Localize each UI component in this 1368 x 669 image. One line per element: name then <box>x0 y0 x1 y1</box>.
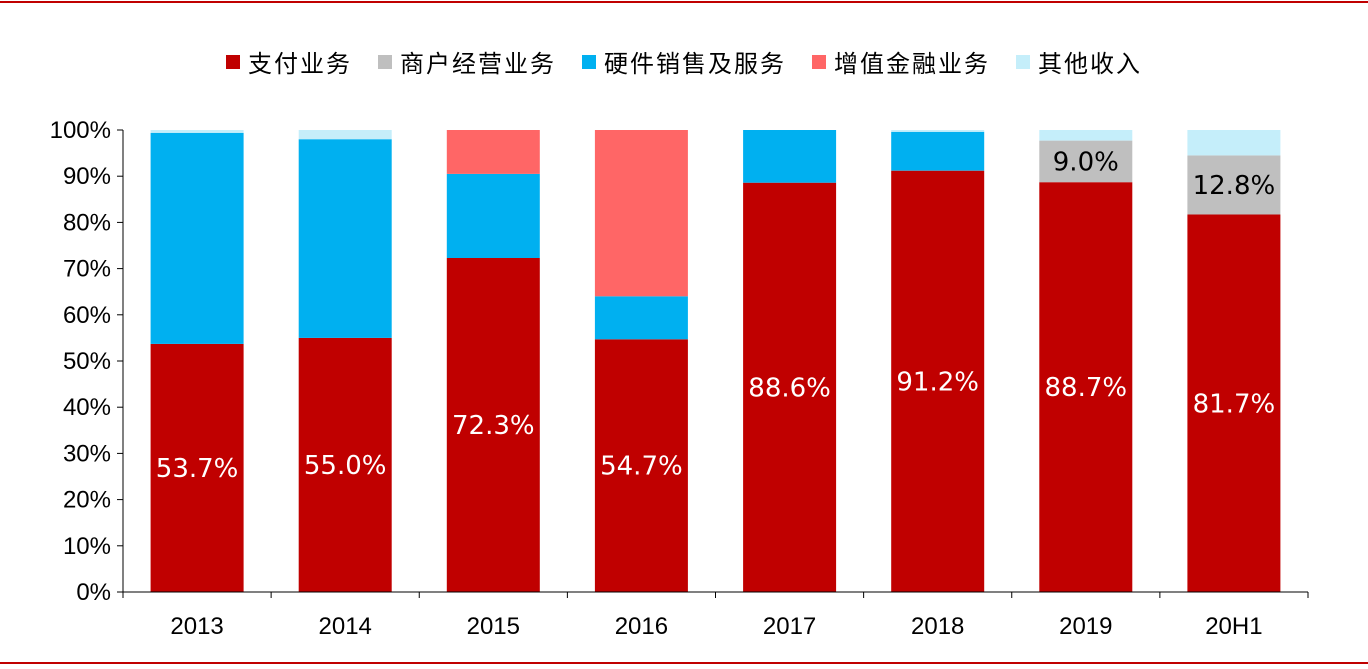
legend-swatch <box>582 54 596 69</box>
data-label: 91.2% <box>896 367 979 397</box>
bar-segment <box>150 343 244 592</box>
y-tick-label: 60% <box>63 302 111 329</box>
legend-label: 商户经营业务 <box>400 50 556 78</box>
y-tick-label: 30% <box>63 440 111 467</box>
legend-item: 商户经营业务 <box>378 44 556 79</box>
data-label: 54.7% <box>600 452 683 482</box>
legend-swatch <box>812 54 826 69</box>
bottom-rule <box>0 662 1368 664</box>
x-tick-label: 2015 <box>467 613 520 640</box>
legend-label: 支付业务 <box>248 50 352 78</box>
y-tick-label: 50% <box>63 348 111 375</box>
bar-segment <box>743 182 837 592</box>
bar-segment <box>1039 140 1133 183</box>
bar-segment <box>1187 155 1281 215</box>
bar-segment <box>446 258 540 592</box>
x-tick-label: 2017 <box>763 613 816 640</box>
bar-segment <box>594 296 688 340</box>
x-tick-label: 2013 <box>170 613 223 640</box>
legend-label: 其他收入 <box>1038 50 1142 78</box>
y-tick-label: 70% <box>63 256 111 283</box>
bar-segment <box>446 130 540 174</box>
x-tick-label: 2016 <box>615 613 668 640</box>
data-label: 88.7% <box>1044 373 1127 403</box>
y-tick-label: 80% <box>63 209 111 236</box>
bar-segment <box>298 139 392 338</box>
bar-segment <box>1187 130 1281 156</box>
data-label: 53.7% <box>156 454 239 484</box>
bar-segment <box>891 170 985 592</box>
legend-label: 增值金融业务 <box>834 50 990 78</box>
bar-segment <box>1039 130 1133 141</box>
legend-swatch <box>1016 54 1030 69</box>
bar-segment <box>150 132 244 344</box>
x-tick-label: 20H1 <box>1205 613 1262 640</box>
legend: 支付业务 商户经营业务 硬件销售及服务 增值金融业务 其他收入 <box>0 44 1368 79</box>
y-tick-label: 90% <box>63 163 111 190</box>
bar-segment <box>891 130 985 132</box>
x-tick-label: 2018 <box>911 613 964 640</box>
y-tick-label: 10% <box>63 533 111 560</box>
bar-segment <box>446 173 540 258</box>
legend-label: 硬件销售及服务 <box>604 50 786 78</box>
top-rule <box>0 1 1368 3</box>
y-tick-label: 0% <box>76 579 111 606</box>
bar-segment <box>891 131 985 171</box>
bar-segment <box>298 337 392 592</box>
data-label: 88.6% <box>748 373 831 403</box>
data-label: 72.3% <box>452 411 535 441</box>
data-label: 81.7% <box>1193 389 1276 419</box>
data-label: 12.8% <box>1193 171 1276 201</box>
legend-swatch <box>226 54 240 69</box>
bar-segment <box>298 130 392 140</box>
legend-item: 其他收入 <box>1016 44 1142 79</box>
legend-item: 支付业务 <box>226 44 352 79</box>
bar-segment <box>743 130 837 183</box>
y-tick-label: 20% <box>63 487 111 514</box>
x-tick-label: 2014 <box>319 613 372 640</box>
legend-item: 硬件销售及服务 <box>582 44 786 79</box>
data-label: 9.0% <box>1053 147 1119 177</box>
legend-swatch <box>378 54 392 69</box>
bar-segment <box>1039 182 1133 592</box>
y-tick-label: 40% <box>63 394 111 421</box>
bar-segment <box>594 130 688 297</box>
bar-segment <box>1187 214 1281 592</box>
y-tick-label: 100% <box>50 117 111 144</box>
legend-item: 增值金融业务 <box>812 44 990 79</box>
x-tick-label: 2019 <box>1059 613 1112 640</box>
bar-segment <box>150 130 244 133</box>
bar-segment <box>594 339 688 592</box>
data-label: 55.0% <box>304 451 387 481</box>
